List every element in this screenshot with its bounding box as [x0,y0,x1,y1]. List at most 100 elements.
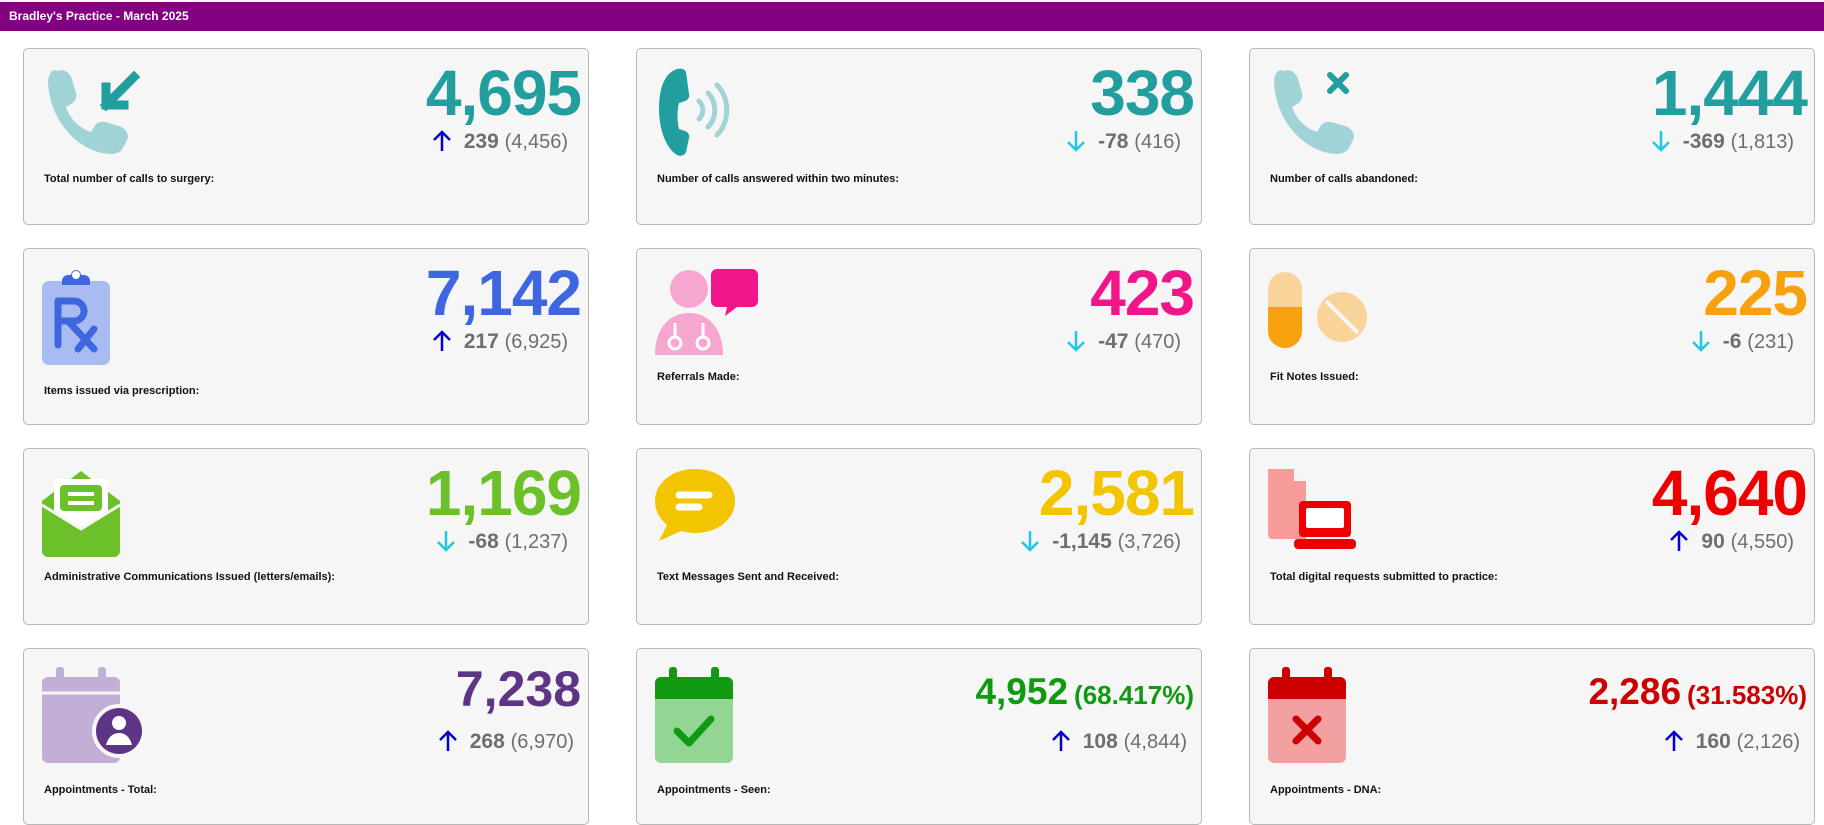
appointments-dna-percent: (31.583%) [1687,680,1807,710]
previous-value: (231) [1747,331,1794,353]
metric-label: Appointments - Seen: [657,784,771,796]
speech-bubble-icon [655,469,735,541]
metric-label: Text Messages Sent and Received: [657,571,839,583]
metric-delta: 239 (4,456) [432,127,568,157]
metric-value: 2,286 (31.583%) [1588,667,1807,720]
previous-value: (6,925) [504,331,568,353]
metric-delta: 108 (4,844) [1051,727,1187,757]
delta-value: -47 [1098,330,1129,353]
card-appointments-dna: 2,286 (31.583%) 160 (2,126) Appointments … [1249,648,1815,825]
digital-request-laptop-icon [1268,469,1356,549]
metric-delta: 268 (6,970) [438,727,574,757]
card-appointments-seen: 4,952 (68.417%) 108 (4,844) Appointments … [636,648,1202,825]
delta-value: 217 [463,330,499,353]
metric-delta: -1,145 (3,726) [1020,527,1181,557]
previous-value: (3,726) [1117,531,1181,553]
metric-value: 7,238 [455,661,581,717]
delta-value: -1,145 [1052,530,1112,553]
delta-value: -369 [1682,130,1725,153]
metric-delta: -68 (1,237) [436,527,568,557]
delta-value: 108 [1082,730,1118,753]
arrow-down-icon [1067,131,1085,152]
arrow-down-icon [1021,531,1040,552]
metric-value: 1,444 [1651,57,1808,129]
metric-value: 1,169 [425,457,582,529]
arrow-up-icon [438,730,457,751]
card-calls-answered: 338 -78 (416) Number of calls answered w… [636,48,1202,225]
delta-value: -6 [1722,330,1742,353]
metric-delta: 160 (2,126) [1664,727,1800,757]
metric-label: Appointments - Total: [44,784,157,796]
previous-value: (4,456) [504,131,568,153]
arrow-down-icon [437,531,456,552]
prescription-clipboard-icon [42,270,110,365]
card-total-calls: 4,695 239 (4,456) Total number of calls … [23,48,589,225]
appointments-seen-count: 4,952 [975,671,1069,712]
previous-value: (416) [1134,131,1181,153]
appointments-dna-count: 2,286 [1588,671,1682,712]
arrow-down-icon [1067,331,1085,352]
pills-icon [1268,272,1367,348]
calendar-cross-icon [1268,667,1346,763]
arrow-up-icon [1051,730,1070,751]
arrow-up-icon [432,330,451,351]
previous-value: (1,813) [1730,131,1794,153]
arrow-down-icon [1651,131,1670,152]
delta-value: -78 [1098,130,1129,153]
metric-delta: 217 (6,925) [432,327,568,357]
previous-value: (6,970) [510,731,574,753]
calendar-check-icon [655,667,733,763]
metric-label: Fit Notes Issued: [1270,371,1359,383]
arrow-down-icon [1691,331,1710,352]
phone-abandoned-icon [1274,70,1354,154]
metric-label: Items issued via prescription: [44,385,200,397]
previous-value: (1,237) [504,531,568,553]
appointments-seen-percent: (68.417%) [1074,680,1194,710]
card-calls-abandoned: 1,444 -369 (1,813) Number of calls aband… [1249,48,1815,225]
card-text-messages: 2,581 -1,145 (3,726) Text Messages Sent … [636,448,1202,625]
metric-delta: -47 (470) [1066,327,1181,357]
card-referrals: 423 -47 (470) Referrals Made: [636,248,1202,425]
metric-value: 4,952 (68.417%) [975,667,1194,720]
metric-delta: -369 (1,813) [1651,127,1794,157]
doctor-referral-icon [655,269,758,355]
metric-value: 7,142 [425,257,582,329]
report-header: Bradley's Practice - March 2025 [0,0,1824,35]
delta-value: 160 [1695,730,1731,753]
arrow-up-icon [1670,530,1689,551]
arrow-up-icon [432,130,451,151]
metric-value: 338 [1090,57,1195,129]
card-prescriptions: 7,142 217 (6,925) Items issued via presc… [23,248,589,425]
metric-label: Total number of calls to surgery: [44,173,215,185]
delta-value: 268 [469,730,505,753]
card-appointments-total: 7,238 268 (6,970) Appointments - Total: [23,648,589,825]
metric-label: Appointments - DNA: [1270,784,1382,796]
metric-value: 423 [1090,257,1195,329]
previous-value: (470) [1134,331,1181,353]
card-fit-notes: 225 -6 (231) Fit Notes Issued: [1249,248,1815,425]
report-title: Bradley's Practice - March 2025 [0,2,1824,31]
envelope-open-icon [41,471,121,557]
delta-value: -68 [468,530,499,553]
phone-incoming-icon [48,70,141,154]
metric-delta: 90 (4,550) [1669,527,1794,557]
card-digital-requests: 4,640 90 (4,550) Total digital requests … [1249,448,1815,625]
metric-label: Total digital requests submitted to prac… [1270,571,1498,583]
metric-value: 225 [1703,257,1808,329]
metric-label: Number of calls abandoned: [1270,173,1418,185]
metric-label: Administrative Communications Issued (le… [44,571,335,583]
card-admin-communications: 1,169 -68 (1,237) Administrative Communi… [23,448,589,625]
delta-value: 239 [463,130,499,153]
previous-value: (4,550) [1730,531,1794,553]
metric-value: 2,581 [1038,457,1195,529]
metric-label: Number of calls answered within two minu… [657,173,900,185]
phone-answered-icon [659,68,730,156]
calendar-person-icon [42,667,146,763]
metric-label: Referrals Made: [657,371,740,383]
metric-delta: -6 (231) [1691,327,1794,357]
metric-value: 4,640 [1651,457,1808,529]
metric-delta: -78 (416) [1066,127,1181,157]
delta-value: 90 [1701,530,1725,553]
metric-value: 4,695 [425,57,582,129]
previous-value: (2,126) [1736,731,1800,753]
